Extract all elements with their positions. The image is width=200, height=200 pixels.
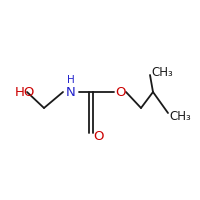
Text: N: N (66, 86, 76, 98)
Text: H: H (67, 75, 75, 85)
Text: O: O (93, 130, 103, 144)
Text: O: O (115, 86, 125, 98)
Text: CH₃: CH₃ (151, 66, 173, 79)
Text: HO: HO (15, 86, 35, 98)
Text: CH₃: CH₃ (169, 110, 191, 123)
